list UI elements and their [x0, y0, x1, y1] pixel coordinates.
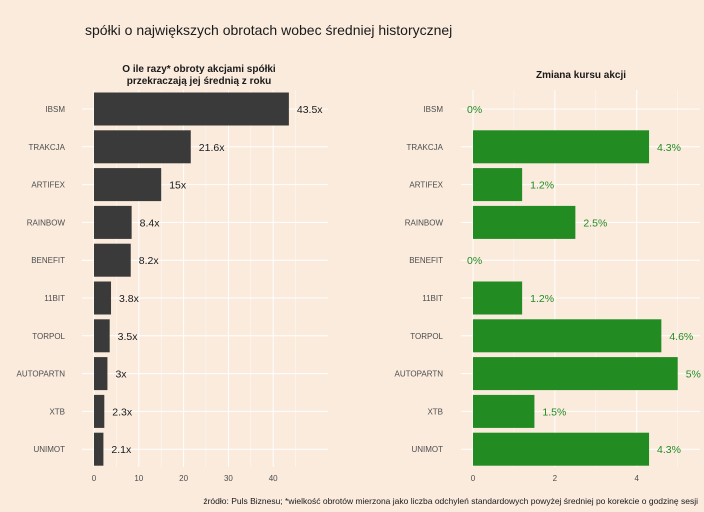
panel1-value-label: 15x — [169, 180, 187, 192]
panel1-bar — [94, 168, 162, 202]
panel2-value-label: 4.3% — [657, 444, 681, 456]
panel2-bar — [473, 130, 650, 164]
panel1-value-label: 3x — [115, 369, 127, 381]
panel1-value-label: 3.8x — [119, 293, 140, 305]
panel2-category-label: 11BIT — [422, 294, 443, 303]
panel2-category-label: ARTIFEX — [409, 181, 443, 190]
panel2-value-label: 4.6% — [669, 331, 693, 343]
panel1-bar — [94, 92, 289, 126]
panel1-bar — [94, 281, 112, 315]
panel1-title: przekraczają jej średnią z roku — [127, 76, 272, 87]
panel1-category-label: AUTOPARTN — [17, 370, 66, 379]
panel2-value-label: 5% — [686, 369, 701, 381]
panel1-category-label: ARTIFEX — [31, 181, 65, 190]
panel2-category-label: RAINBOW — [405, 218, 444, 227]
panel2-value-label: 0% — [467, 255, 482, 267]
panel1-value-label: 21.6x — [199, 142, 225, 154]
panel1-category-label: IBSM — [45, 105, 65, 114]
panel2-value-label: 1.2% — [530, 180, 554, 192]
panel1-x-tick-label: 20 — [179, 474, 188, 483]
panel2-value-label: 0% — [467, 104, 482, 116]
panel1-bar — [94, 394, 105, 428]
panel2-bar — [473, 394, 535, 428]
panel1-category-label: TORPOL — [32, 332, 65, 341]
panel1-bar — [94, 432, 104, 466]
panel2-x-tick-label: 2 — [553, 474, 558, 483]
panel1-category-label: UNIMOT — [33, 445, 65, 454]
panel1-value-label: 2.1x — [111, 444, 132, 456]
panel2-x-tick-label: 4 — [635, 474, 640, 483]
chart-title: spółki o największych obrotach wobec śre… — [85, 22, 453, 38]
panel2-category-label: TORPOL — [410, 332, 443, 341]
panel2-title: Zmiana kursu akcji — [536, 70, 626, 81]
panel2-bar — [473, 319, 662, 353]
panel2-bar — [473, 357, 678, 391]
panel2-value-label: 1.5% — [542, 406, 566, 418]
panel1-category-label: RAINBOW — [27, 218, 66, 227]
panel1-value-label: 43.5x — [297, 104, 323, 116]
panel1-category-label: BENEFIT — [31, 256, 65, 265]
chart-caption: źródło: Puls Biznesu; *wielkość obrotów … — [203, 496, 698, 506]
panel2-bar — [473, 432, 650, 466]
panel1-x-tick-label: 0 — [92, 474, 97, 483]
panel2-value-label: 4.3% — [657, 142, 681, 154]
panel1-category-label: 11BIT — [44, 294, 65, 303]
panel2-category-label: IBSM — [423, 105, 443, 114]
panel2-bar — [473, 205, 576, 239]
panel2-bar — [473, 168, 523, 202]
panel1-value-label: 2.3x — [112, 406, 133, 418]
panel1-bar — [94, 243, 131, 277]
panel1-bar — [94, 130, 191, 164]
panel2-category-label: TRAKCJA — [407, 143, 444, 152]
panel1-value-label: 8.4x — [140, 217, 161, 229]
panel2-value-label: 2.5% — [583, 217, 607, 229]
panel1-value-label: 3.5x — [118, 331, 139, 343]
panel2-category-label: AUTOPARTN — [395, 370, 444, 379]
panel1-x-tick-label: 40 — [269, 474, 278, 483]
panel1-x-tick-label: 10 — [134, 474, 143, 483]
panel1-bar — [94, 319, 110, 353]
panel2-category-label: UNIMOT — [411, 445, 443, 454]
panel1-value-label: 8.2x — [139, 255, 160, 267]
panel1-title: O ile razy* obroty akcjami spółki — [122, 64, 276, 75]
panel1-category-label: TRAKCJA — [29, 143, 66, 152]
panel1-bar — [94, 357, 108, 391]
panel1-x-tick-label: 30 — [224, 474, 233, 483]
panel2-value-label: 1.2% — [530, 293, 554, 305]
panel2-x-tick-label: 0 — [471, 474, 476, 483]
panel2-bar — [473, 281, 523, 315]
panel2-category-label: BENEFIT — [409, 256, 443, 265]
panel1-category-label: XTB — [49, 407, 65, 416]
panel1-bar — [94, 205, 132, 239]
panel2-category-label: XTB — [427, 407, 443, 416]
